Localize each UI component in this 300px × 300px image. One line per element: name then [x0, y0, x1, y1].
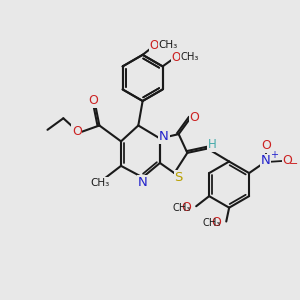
Text: N: N	[261, 154, 271, 167]
Text: O: O	[72, 125, 82, 138]
Text: O: O	[150, 39, 159, 52]
Text: O: O	[283, 154, 292, 167]
Text: CH₃: CH₃	[172, 203, 191, 213]
Text: H: H	[208, 138, 217, 151]
Text: N: N	[159, 130, 169, 143]
Text: CH₃: CH₃	[181, 52, 199, 62]
Text: CH₃: CH₃	[202, 218, 221, 228]
Text: O: O	[88, 94, 98, 107]
Text: O: O	[171, 51, 181, 64]
Text: CH₃: CH₃	[158, 40, 178, 50]
Text: −: −	[289, 159, 298, 170]
Text: O: O	[211, 216, 221, 229]
Text: O: O	[262, 139, 272, 152]
Text: N: N	[138, 176, 148, 189]
Text: O: O	[189, 111, 199, 124]
Text: CH₃: CH₃	[90, 178, 110, 188]
Text: S: S	[174, 171, 183, 184]
Text: O: O	[181, 201, 191, 214]
Text: +: +	[270, 150, 278, 160]
